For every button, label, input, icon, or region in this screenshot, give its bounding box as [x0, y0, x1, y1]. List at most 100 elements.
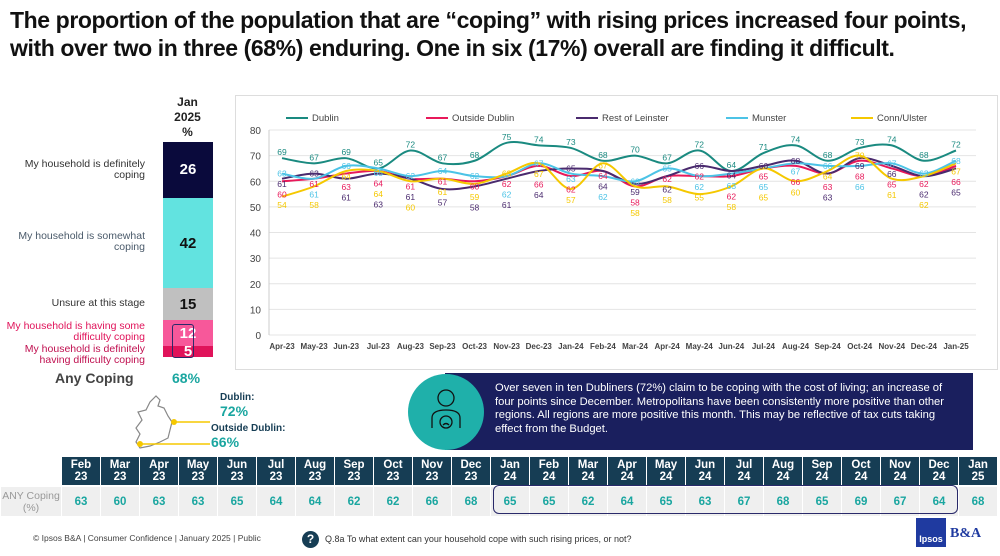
data-label: 66	[887, 169, 897, 179]
month-header: Apr 24	[608, 457, 646, 485]
data-label: 69	[277, 147, 287, 157]
header-unit: %	[182, 125, 193, 139]
footer-text: © Ipsos B&A | Consumer Confidence | Janu…	[33, 533, 261, 543]
ipsos-logo: Ipsos	[916, 518, 946, 547]
series-line	[281, 159, 957, 183]
data-label: 63	[309, 169, 319, 179]
month-header: Dec 23	[452, 457, 490, 485]
stack-label: My household is definitely coping	[24, 158, 145, 181]
data-label: 67	[309, 152, 319, 162]
month-header: Feb 24	[530, 457, 568, 485]
data-label: 71	[759, 142, 769, 152]
series-line	[281, 141, 957, 173]
x-tick-label: Sep-24	[815, 342, 842, 351]
header-year: 2025	[174, 110, 201, 124]
person-sad-face-icon	[408, 374, 484, 450]
coping-value: 65	[803, 487, 841, 516]
month-header: Jun 24	[686, 457, 724, 485]
data-label: 62	[695, 171, 705, 181]
data-label: 58	[470, 203, 480, 213]
coping-value: 64	[608, 487, 646, 516]
stack-column-header: Jan 2025 %	[150, 95, 225, 140]
month-header: May 23	[179, 457, 217, 485]
data-label: 57	[566, 195, 576, 205]
coping-value: 63	[686, 487, 724, 516]
month-header: May 24	[647, 457, 685, 485]
insight-callout: Over seven in ten Dubliners (72%) claim …	[445, 373, 973, 450]
data-label: 60	[406, 203, 416, 213]
data-label: 62	[502, 179, 512, 189]
month-header: Sep 24	[803, 457, 841, 485]
data-label: 61	[309, 179, 319, 189]
line-chart: 0 10 20 30 40 50 60 70 80 Apr-23 May-23 Jun-23 Jul-2…	[250, 113, 976, 351]
data-label: 61	[406, 182, 416, 192]
data-label: 61	[438, 187, 448, 197]
legend-label: Rest of Leinster	[602, 113, 669, 124]
y-tick-label: 20	[250, 280, 262, 291]
data-label: 68	[919, 150, 929, 160]
data-label: 61	[309, 190, 319, 200]
data-label: 58	[309, 200, 319, 210]
data-label: 63	[727, 181, 737, 191]
data-label: 59	[630, 187, 640, 197]
data-label: 65	[887, 179, 897, 189]
x-tick-label: Jul-23	[367, 342, 391, 351]
data-label: 67	[791, 166, 801, 176]
data-label: 73	[855, 137, 865, 147]
data-label: 66	[951, 177, 961, 187]
data-label: 64	[823, 171, 833, 181]
data-label: 60	[630, 176, 640, 186]
x-tick-label: Aug-23	[397, 342, 425, 351]
coping-value: 64	[296, 487, 334, 516]
x-tick-label: Apr-23	[269, 342, 295, 351]
y-tick-label: 40	[250, 229, 262, 240]
data-label: 66	[341, 161, 351, 171]
data-label: 62	[598, 192, 608, 202]
outside-dublin-label: Outside Dublin:	[211, 423, 286, 434]
callout-text: Over seven in ten Dubliners (72%) claim …	[495, 382, 944, 435]
coping-value: 66	[413, 487, 451, 516]
x-tick-label: Nov-24	[878, 342, 905, 351]
data-label: 63	[823, 192, 833, 202]
month-header: Jul 23	[257, 457, 295, 485]
data-label: 62	[919, 190, 929, 200]
data-label: 65	[951, 187, 961, 197]
legend-label: Conn/Ulster	[877, 113, 927, 124]
data-label: 70	[630, 145, 640, 155]
data-label: 65	[374, 168, 384, 178]
x-tick-label: Sep-23	[429, 342, 456, 351]
coping-value: 67	[725, 487, 763, 516]
coping-value: 63	[179, 487, 217, 516]
data-label: 62	[727, 192, 737, 202]
data-label: 66	[855, 182, 865, 192]
data-label: 64	[727, 171, 737, 181]
header-month: Jan	[177, 95, 198, 109]
data-label: 69	[341, 147, 351, 157]
month-header: Aug 24	[764, 457, 802, 485]
data-label: 62	[662, 184, 672, 194]
x-tick-label: Dec-23	[526, 342, 553, 351]
x-tick-label: Jul-24	[752, 342, 776, 351]
dublin-value: 72%	[220, 403, 249, 419]
stack-segment: 26	[163, 142, 213, 198]
highlight-2024-outline	[493, 485, 958, 514]
data-label: 59	[470, 192, 480, 202]
stack-label: Unsure at this stage	[51, 297, 145, 309]
data-label: 66	[534, 179, 544, 189]
month-header: Nov 23	[413, 457, 451, 485]
coping-value: 62	[374, 487, 412, 516]
month-header: Nov 24	[881, 457, 919, 485]
month-header: Dec 24	[920, 457, 958, 485]
data-label: 65	[566, 163, 576, 173]
x-tick-label: Oct-23	[462, 342, 487, 351]
data-label: 63	[277, 169, 287, 179]
y-tick-label: 70	[250, 152, 262, 163]
legend-label: Munster	[752, 113, 786, 124]
data-label: 61	[438, 177, 448, 187]
x-tick-label: May-24	[686, 342, 714, 351]
x-tick-label: Jan-24	[558, 342, 584, 351]
data-label: 74	[791, 134, 801, 144]
y-tick-label: 30	[250, 254, 262, 265]
data-label: 72	[695, 140, 705, 150]
data-label: 68	[951, 156, 961, 166]
